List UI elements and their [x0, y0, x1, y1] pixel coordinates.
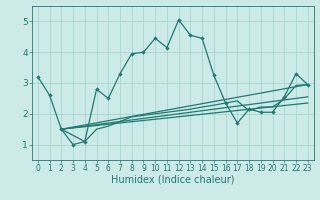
X-axis label: Humidex (Indice chaleur): Humidex (Indice chaleur): [111, 175, 235, 185]
